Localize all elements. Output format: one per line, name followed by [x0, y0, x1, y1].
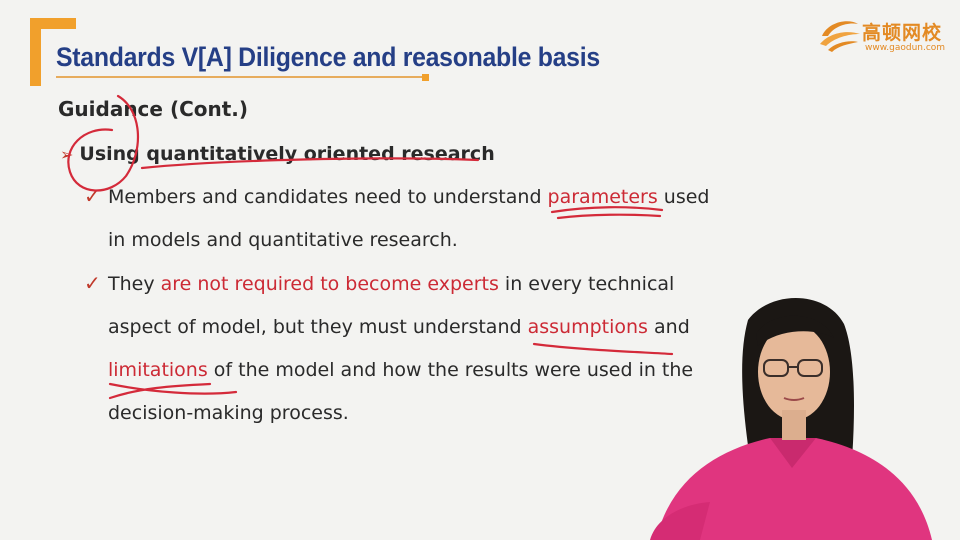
point2-line2-end: and: [647, 316, 690, 338]
point2-highlight-assumptions: assumptions: [527, 316, 648, 338]
ink-underline-parameters: [550, 206, 664, 220]
main-bullet: ➢ Using quantitatively oriented research: [60, 143, 495, 165]
teacher-fringe: [756, 315, 834, 346]
point2-line3: limitations of the model and how the res…: [108, 359, 693, 381]
section-subheading: Guidance (Cont.): [58, 97, 249, 121]
title-bracket-vertical: [30, 18, 41, 86]
teacher-body: [656, 438, 932, 540]
point2-line4: decision-making process.: [108, 402, 349, 424]
point2-line1-text: They: [108, 273, 161, 295]
title-bracket-horizontal: [30, 18, 76, 29]
teacher-mouth: [783, 397, 805, 401]
point2-line1: They are not required to become experts …: [108, 273, 674, 295]
check-mark-icon: ✓: [84, 184, 101, 208]
slide-title: Standards V[A] Diligence and reasonable …: [56, 42, 600, 72]
point2-line2: aspect of model, but they must understan…: [108, 316, 690, 338]
logo-url: www.gaodun.com: [865, 43, 946, 53]
teacher-collar: [770, 438, 816, 468]
teacher-figure: [650, 297, 932, 540]
point2-highlight-limitations: limitations: [108, 359, 208, 381]
point2-line1-end: in every technical: [498, 273, 675, 295]
point1-line1-text: Members and candidates need to understan…: [108, 186, 548, 208]
point2-line2-text: aspect of model, but they must understan…: [108, 316, 528, 338]
logo-name: 高顿网校: [862, 22, 943, 44]
point1-line1-end: used: [657, 186, 710, 208]
point1-highlight: parameters: [547, 186, 658, 208]
point2-highlight-experts: are not required to become experts: [160, 273, 499, 295]
teacher-neck: [782, 410, 806, 440]
teacher-face: [758, 324, 830, 420]
title-underline-dot: [422, 74, 429, 81]
brand-logo: 高顿网校 www.gaodun.com: [818, 14, 948, 56]
point2-line3-end: of the model and how the results were us…: [207, 359, 694, 381]
check-mark-icon: ✓: [84, 271, 101, 295]
title-underline: [56, 76, 426, 78]
glasses-icon: [763, 359, 823, 377]
teacher-arm-left: [650, 502, 710, 540]
gaodun-logo-icon: [820, 21, 860, 52]
point1-line1: Members and candidates need to understan…: [108, 186, 710, 208]
point1-line2: in models and quantitative research.: [108, 229, 458, 251]
main-bullet-text: Using quantitatively oriented research: [79, 143, 495, 165]
arrow-bullet-icon: ➢: [60, 145, 74, 164]
ink-cross-limitations: [108, 382, 238, 400]
